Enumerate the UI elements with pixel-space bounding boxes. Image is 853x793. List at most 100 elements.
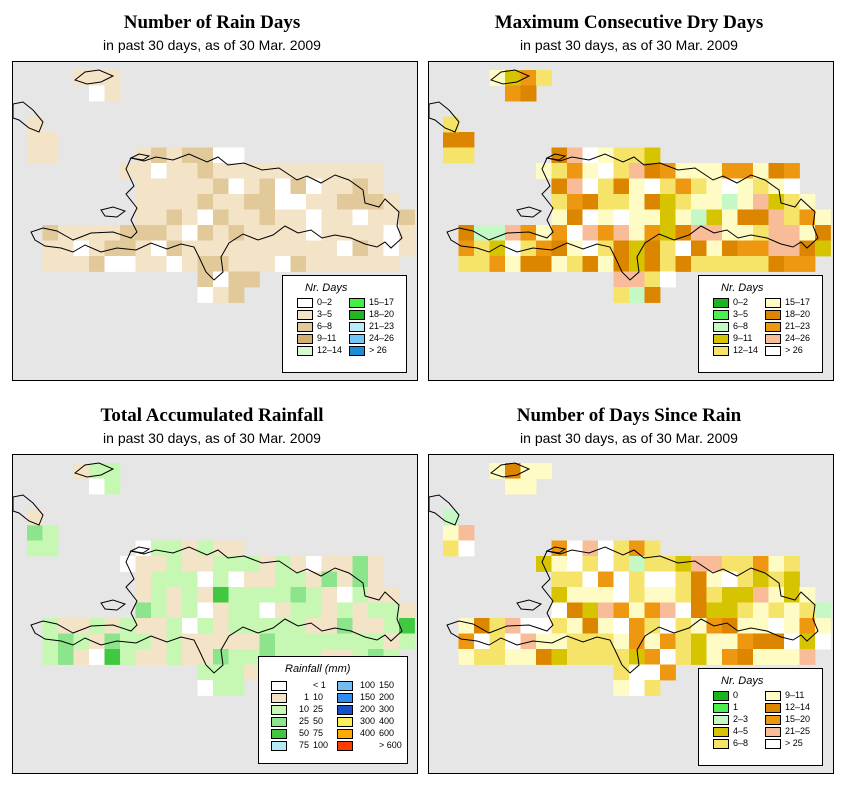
grid-cell	[582, 556, 599, 572]
grid-cell	[352, 618, 369, 634]
grid-cell	[598, 556, 614, 572]
grid-cell	[213, 163, 229, 179]
grid-cell	[768, 649, 785, 665]
grid-cell	[536, 240, 552, 257]
legend-range-low: 75	[298, 740, 309, 750]
grid-cell	[399, 618, 415, 634]
grid-cell	[58, 618, 74, 634]
grid-cell	[275, 225, 291, 241]
grid-cell	[213, 540, 229, 557]
legend-title: Nr. Days	[305, 282, 348, 294]
grid-cell	[399, 602, 415, 619]
grid-cell	[737, 209, 754, 226]
grid-cell	[182, 240, 198, 257]
grid-cell	[290, 587, 307, 603]
grid-cell	[644, 163, 661, 179]
tortuga-island-outline	[129, 153, 151, 161]
grid-cell	[675, 256, 692, 272]
grid-cell	[629, 571, 645, 588]
grid-cell	[368, 571, 384, 588]
grid-cell	[675, 209, 692, 226]
legend-item: 18–20	[349, 309, 399, 321]
grid-cell	[151, 194, 167, 210]
grid-cell	[368, 587, 384, 603]
grid-cell	[259, 194, 276, 210]
grid-cell	[644, 664, 661, 681]
grid-cell	[135, 240, 152, 257]
grid-cell	[352, 556, 369, 572]
grid-cell	[691, 178, 707, 195]
grid-cell	[784, 240, 800, 257]
legend-swatch	[337, 729, 353, 739]
legend-swatch	[349, 298, 365, 308]
grid-cell	[120, 618, 136, 634]
grid-cell	[259, 633, 276, 650]
legend-item: 10 25	[271, 704, 335, 716]
legend-label: 18–20	[785, 309, 811, 319]
grid-cell	[737, 225, 754, 241]
grid-cell	[104, 256, 121, 272]
grid-cell	[784, 225, 800, 241]
grid-cell	[166, 256, 183, 272]
grid-cell	[722, 556, 738, 572]
grid-cell	[551, 571, 568, 588]
island-outline	[446, 153, 819, 281]
grid-cell	[644, 680, 661, 696]
grid-cell	[536, 633, 552, 650]
grid-cell	[290, 163, 307, 179]
grid-cell	[458, 256, 475, 272]
grid-cell	[489, 618, 506, 634]
grid-cell	[474, 225, 490, 241]
legend-range-high: 75	[313, 728, 324, 738]
grid-cell	[660, 194, 676, 210]
grid-cell	[613, 571, 630, 588]
grid-cell	[197, 287, 214, 303]
grid-cell	[352, 225, 369, 241]
grid-cell	[244, 194, 260, 210]
legend-item: > 26	[765, 345, 815, 357]
grid-cell	[182, 163, 198, 179]
grid-cell	[182, 256, 198, 272]
panel-subtitle: in past 30 days, as of 30 Mar. 2009	[520, 37, 738, 53]
grid-cell	[399, 225, 415, 241]
grid-cell	[166, 225, 183, 241]
grid-cell	[104, 70, 121, 86]
grid-cell	[213, 287, 229, 303]
grid-cell	[213, 194, 229, 210]
legend-label: 21–23	[369, 321, 395, 331]
grid-cell	[306, 571, 322, 588]
grid-cell	[613, 163, 630, 179]
grid-cell	[613, 178, 630, 195]
grid-cell	[120, 633, 136, 650]
grid-cell	[213, 680, 229, 696]
legend-range-low: 10	[298, 704, 309, 714]
grid-cell	[244, 556, 260, 572]
grid-cell	[536, 163, 552, 179]
grid-cell	[368, 256, 384, 272]
grid-cell	[213, 618, 229, 634]
legend-label: > 26	[785, 345, 803, 355]
legend-item: 21–23	[349, 321, 399, 333]
grid-cell	[660, 556, 676, 572]
grid-cell	[104, 618, 121, 634]
legend-range-high: 150	[379, 680, 395, 690]
grid-cell	[42, 633, 59, 650]
grid-cell	[768, 587, 785, 603]
grid-cell	[259, 178, 276, 195]
legend-item: 2–3	[713, 714, 763, 726]
grid-cell	[151, 178, 167, 195]
grid-cell	[213, 240, 229, 257]
grid-cell	[135, 633, 152, 650]
grid-cell	[182, 209, 198, 226]
grid-cell	[675, 649, 692, 665]
grid-cell	[244, 587, 260, 603]
grid-cell	[321, 618, 338, 634]
grid-cell	[660, 256, 676, 272]
grid-cell	[275, 618, 291, 634]
legend-range-high: 50	[313, 716, 324, 726]
grid-cell	[321, 225, 338, 241]
grid-cell	[629, 178, 645, 195]
legend-label: 12–14	[785, 702, 811, 712]
grid-cell	[582, 163, 599, 179]
grid-cell	[722, 225, 738, 241]
